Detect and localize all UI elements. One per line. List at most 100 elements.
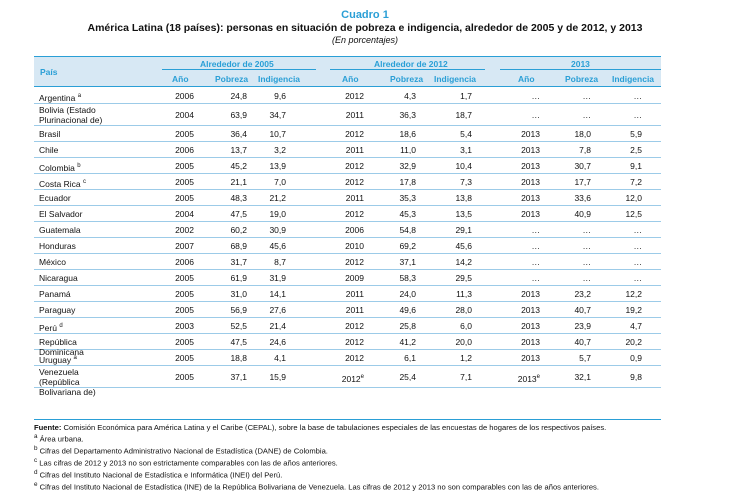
value-cell-i2: 1,7 bbox=[460, 91, 472, 101]
source-note: Fuente: Comisión Económica para América … bbox=[34, 423, 607, 432]
value-cell-y2: 2012 bbox=[345, 161, 364, 171]
value-cell-p2: 58,3 bbox=[399, 273, 416, 283]
value-cell-p1: 36,4 bbox=[230, 129, 247, 139]
group-rule-2005 bbox=[162, 69, 316, 70]
value-cell-i2: 45,6 bbox=[455, 241, 472, 251]
value-cell-i2: 7,1 bbox=[460, 372, 472, 382]
value-cell-i1: 27,6 bbox=[269, 305, 286, 315]
value-cell-i3: 5,9 bbox=[630, 129, 642, 139]
table-notes: Fuente: Comisión Económica para América … bbox=[34, 423, 694, 492]
country-cell: El Salvador bbox=[39, 209, 83, 219]
subheader-indigence-2005: Indigencia bbox=[258, 74, 301, 84]
table-row: República Dominicana 2005 47,5 24,6 2012 41,2… bbox=[34, 334, 661, 357]
value-cell-p3: … bbox=[582, 91, 592, 101]
value-cell-y2: 2012 bbox=[345, 321, 364, 331]
country-cell: México bbox=[39, 257, 66, 267]
value-cell-y1: 2005 bbox=[175, 305, 194, 315]
value-cell-y3: 2013 bbox=[521, 129, 540, 139]
value-cell-y2: 2011 bbox=[345, 110, 364, 120]
value-cell-p1: 47,5 bbox=[230, 209, 247, 219]
value-cell-i3: … bbox=[633, 110, 643, 120]
value-cell-i2: 28,0 bbox=[455, 305, 472, 315]
value-cell-y1: 2005 bbox=[175, 289, 194, 299]
value-cell-p1: 48,3 bbox=[230, 193, 247, 203]
value-cell-y3: 2013 bbox=[521, 289, 540, 299]
value-cell-p3: 23,9 bbox=[574, 321, 591, 331]
value-cell-p2: 32,9 bbox=[399, 161, 416, 171]
subheader-poverty-2013: Pobreza bbox=[565, 74, 599, 84]
country-cell: Bolivia (Estado Plurinacional de) bbox=[39, 105, 103, 125]
value-cell-p2: 4,3 bbox=[404, 91, 416, 101]
value-cell-i3: … bbox=[633, 241, 643, 251]
country-cell: Costa Rica c bbox=[39, 178, 86, 189]
country-cell: Guatemala bbox=[39, 225, 81, 235]
value-cell-y3: … bbox=[531, 273, 541, 283]
value-cell-i1: 19,0 bbox=[269, 209, 286, 219]
value-cell-p3: 40,9 bbox=[574, 209, 591, 219]
value-cell-p3: 30,7 bbox=[574, 161, 591, 171]
value-cell-y2: 2012 bbox=[345, 257, 364, 267]
value-cell-i1: 15,9 bbox=[269, 372, 286, 382]
table-row: Bolivia (Estado Plurinacional de) 2004 63,… bbox=[34, 104, 661, 126]
value-cell-p2: 25,8 bbox=[399, 321, 416, 331]
footnote-e: e Cifras del Instituto Nacional de Estad… bbox=[34, 481, 599, 492]
value-cell-p1: 31,7 bbox=[230, 257, 247, 267]
value-cell-p1: 68,9 bbox=[230, 241, 247, 251]
value-cell-y1: 2005 bbox=[175, 353, 194, 363]
country-cell: Brasil bbox=[39, 129, 61, 139]
country-cell: Ecuador bbox=[39, 193, 71, 203]
value-cell-i3: 20,2 bbox=[625, 337, 642, 347]
value-cell-y3: 2013 bbox=[521, 353, 540, 363]
value-cell-y1: 2005 bbox=[175, 337, 194, 347]
value-cell-i1: 21,2 bbox=[269, 193, 286, 203]
group-header-2012: Alrededor de 2012 bbox=[374, 59, 448, 69]
subheader-year-2005: Año bbox=[172, 74, 189, 84]
value-cell-p1: 47,5 bbox=[230, 337, 247, 347]
country-cell: Colombia b bbox=[39, 162, 81, 173]
value-cell-i1: 30,9 bbox=[269, 225, 286, 235]
value-cell-i1: 3,2 bbox=[274, 145, 286, 155]
value-cell-p3: 23,2 bbox=[574, 289, 591, 299]
footnote-a: a Área urbana. bbox=[34, 433, 84, 444]
value-cell-i1: 21,4 bbox=[269, 321, 286, 331]
value-cell-y3: … bbox=[531, 110, 541, 120]
value-cell-p2: 45,3 bbox=[399, 209, 416, 219]
table-row: Uruguay a 2005 18,8 4,1 2012 6,1 1,2 2013 5,7 0,9 bbox=[34, 350, 661, 366]
header-top-rule bbox=[34, 56, 661, 57]
value-cell-p2: 36,3 bbox=[399, 110, 416, 120]
value-cell-i1: 45,6 bbox=[269, 241, 286, 251]
value-cell-i1: 8,7 bbox=[274, 257, 286, 267]
country-cell: Nicaragua bbox=[39, 273, 78, 283]
value-cell-y2: 2011 bbox=[345, 145, 364, 155]
value-cell-p2: 18,6 bbox=[399, 129, 416, 139]
value-cell-p1: 13,7 bbox=[230, 145, 247, 155]
value-cell-i1: 14,1 bbox=[269, 289, 286, 299]
table-row: Nicaragua 2005 61,9 31,9 2009 58,3 29,5……… bbox=[34, 270, 661, 286]
group-rule-2013 bbox=[500, 69, 661, 70]
value-cell-p3: 7,8 bbox=[579, 145, 591, 155]
value-cell-p3: 40,7 bbox=[574, 337, 591, 347]
value-cell-y1: 2006 bbox=[175, 257, 194, 267]
value-cell-p1: 52,5 bbox=[230, 321, 247, 331]
value-cell-y2: 2006 bbox=[345, 225, 364, 235]
value-cell-p2: 49,6 bbox=[399, 305, 416, 315]
value-cell-p1: 37,1 bbox=[230, 372, 247, 382]
value-cell-p2: 35,3 bbox=[399, 193, 416, 203]
subheader-poverty-2012: Pobreza bbox=[390, 74, 424, 84]
value-cell-y2: 2012 bbox=[345, 353, 364, 363]
value-cell-y3: 2013 bbox=[521, 305, 540, 315]
value-cell-p2: 41,2 bbox=[399, 337, 416, 347]
value-cell-y3: … bbox=[531, 257, 541, 267]
table-row: Paraguay 2005 56,9 27,6 2011 49,6 28,0 2013 40,7… bbox=[34, 302, 661, 318]
table-bottom-rule bbox=[34, 419, 661, 420]
group-header-2013: 2013 bbox=[571, 59, 590, 69]
value-cell-p3: 17,7 bbox=[574, 177, 591, 187]
column-header-country: País bbox=[40, 67, 58, 77]
subheader-poverty-2005: Pobreza bbox=[215, 74, 249, 84]
value-cell-y2: 2012 bbox=[345, 337, 364, 347]
table-row: Guatemala 2002 60,2 30,9 2006 54,8 29,1……… bbox=[34, 222, 661, 238]
value-cell-y1: 2004 bbox=[175, 209, 194, 219]
value-cell-i3: 12,5 bbox=[625, 209, 642, 219]
value-cell-p3: … bbox=[582, 110, 592, 120]
